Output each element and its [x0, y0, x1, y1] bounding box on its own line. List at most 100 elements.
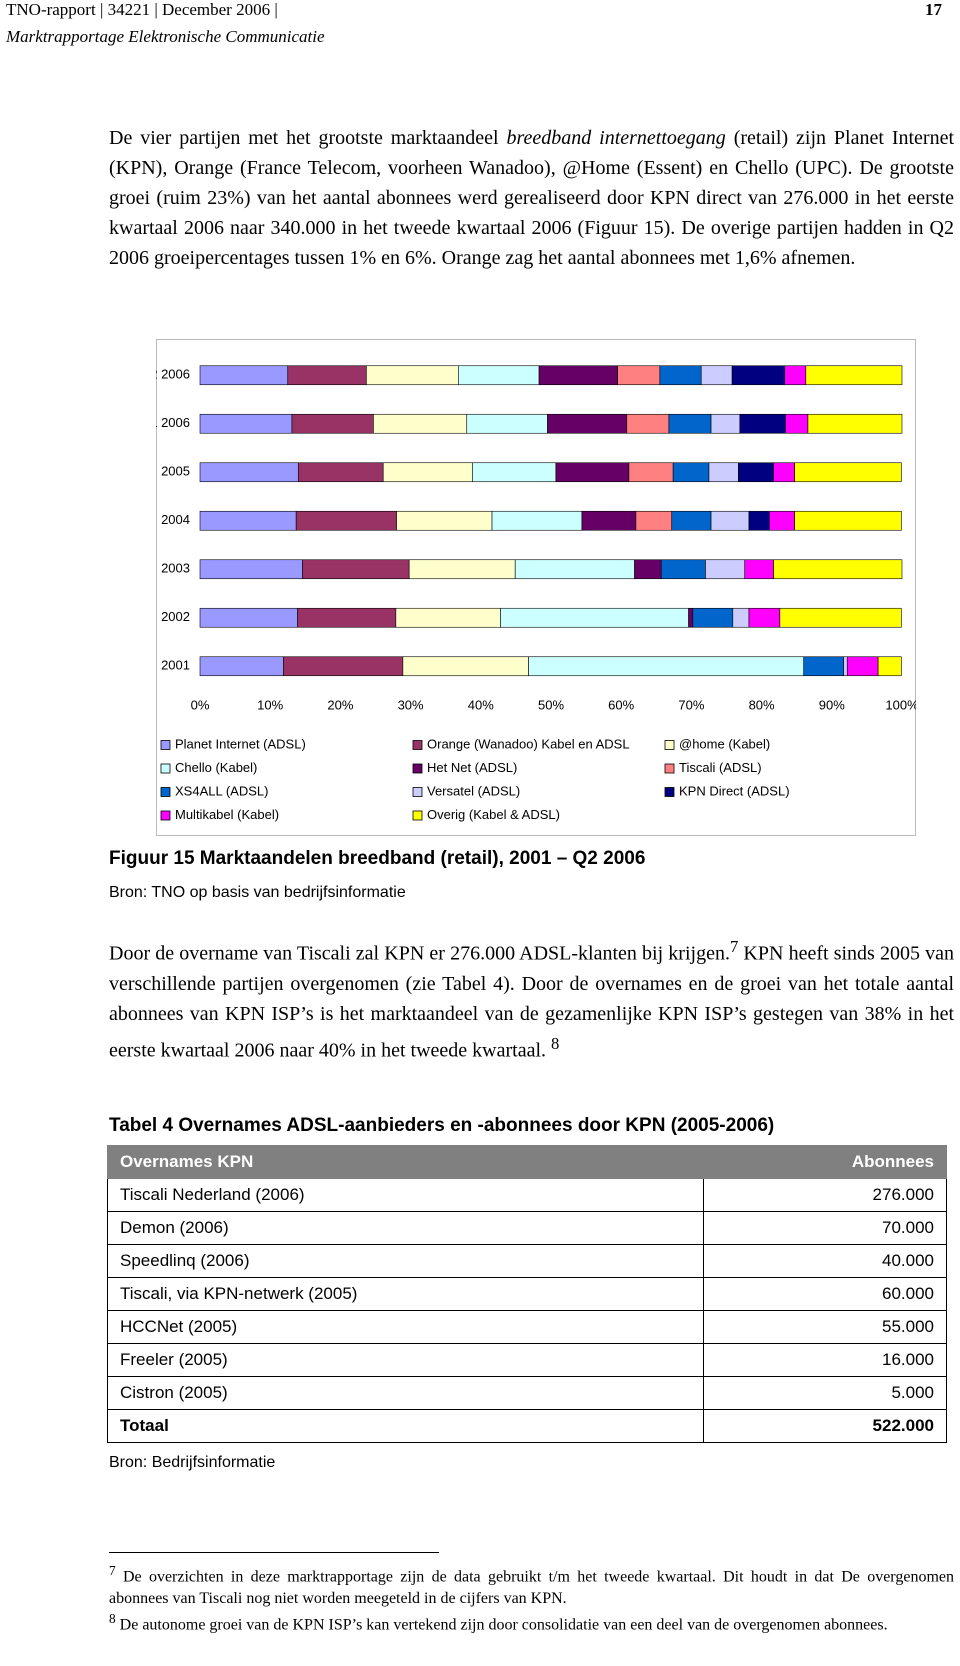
- footnote-rule: [109, 1552, 439, 1553]
- y-tick-label: 2005: [161, 464, 190, 479]
- bar-segment: [555, 462, 630, 483]
- bar-segment: [395, 607, 501, 628]
- bar-segment: [199, 510, 297, 531]
- legend-swatch: [412, 810, 423, 821]
- footnote-ref: 7: [729, 937, 739, 956]
- bar-segment: [700, 365, 733, 386]
- bar-segment: [199, 656, 284, 677]
- bar-segment: [291, 413, 374, 434]
- legend-label: Orange (Wanadoo) Kabel en ADSL: [427, 736, 630, 751]
- bar-segment: [295, 510, 397, 531]
- bar-segment: [671, 510, 712, 531]
- bar-segment: [688, 607, 694, 628]
- table-row: Speedlinq (2006) 40.000: [107, 1244, 948, 1278]
- legend-swatch: [664, 763, 675, 774]
- bar-segment: [402, 656, 529, 677]
- bar-segment: [491, 510, 583, 531]
- legend-label: KPN Direct (ADSL): [679, 783, 790, 798]
- figure-source: Bron: TNO op basis van bedrijfsinformati…: [109, 884, 406, 901]
- table-cell: 276.000: [702, 1178, 948, 1212]
- bar-segment: [732, 607, 750, 628]
- bar-segment: [784, 365, 807, 386]
- footnote-number: 7: [109, 1563, 116, 1578]
- bar-segment: [773, 462, 795, 483]
- bar-segment: [692, 607, 734, 628]
- bar-segment: [199, 559, 303, 580]
- text: (retail) zijn Planet Internet (KPN), Ora…: [109, 127, 955, 269]
- legend-label: Overig (Kabel & ADSL): [427, 807, 560, 822]
- legend-swatch: [160, 740, 171, 750]
- table-cell: Tiscali Nederland (2006): [107, 1178, 704, 1212]
- legend-swatch: [412, 740, 423, 750]
- bar-segment: [705, 559, 746, 580]
- chart-border: [156, 339, 916, 836]
- bar-segment: [748, 607, 781, 628]
- bar-segment: [472, 462, 557, 483]
- table-title: Tabel 4 Overnames ADSL-aanbieders en -ab…: [109, 1115, 775, 1136]
- y-tick-label: 2003: [161, 561, 190, 576]
- bar-segment: [528, 656, 805, 677]
- table-cell: HCCNet (2005): [107, 1310, 704, 1344]
- footnote-text: De overzichten in deze marktrapportage z…: [109, 1568, 954, 1608]
- column-header: Abonnees: [702, 1145, 948, 1179]
- bar-segment: [581, 510, 637, 531]
- table-row: Cistron (2005) 5.000: [107, 1376, 948, 1410]
- table-cell: 60.000: [702, 1277, 948, 1311]
- x-tick-label: 30%: [398, 697, 424, 712]
- figure-caption: Figuur 15 Marktaandelen breedband (retai…: [109, 848, 646, 869]
- bar-segment: [846, 656, 879, 677]
- chart: 0% 10% 20% 30% 40% 50% 60% 70% 80% 90% 100% Q2 2006…: [156, 339, 916, 836]
- x-tick-label: 0%: [191, 697, 210, 712]
- x-tick-label: 80%: [749, 697, 775, 712]
- bar-segment: [660, 559, 706, 580]
- bar-segment: [297, 607, 397, 628]
- bar-segment: [408, 559, 516, 580]
- y-tick-label: 2004: [161, 512, 190, 527]
- bar-segment: [635, 510, 673, 531]
- table-row: HCCNet (2005) 55.000: [107, 1310, 948, 1344]
- table-row: Freeler (2005) 16.000: [107, 1343, 948, 1377]
- bar-segment: [708, 462, 739, 483]
- footnote-ref: 8: [551, 1033, 560, 1053]
- bar-segment: [628, 462, 674, 483]
- bar-segment: [626, 413, 670, 434]
- table-row: Tiscali Nederland (2006) 276.000: [107, 1178, 948, 1212]
- legend-swatch: [412, 763, 423, 774]
- bar-segment: [382, 462, 473, 483]
- bar-segment: [668, 413, 712, 434]
- legend-swatch: [412, 787, 423, 797]
- legend-label: Planet Internet (ADSL): [175, 736, 306, 751]
- bar-segment: [731, 365, 786, 386]
- legend-swatch: [664, 787, 675, 797]
- bar-segment: [297, 462, 384, 483]
- bar-segment: [659, 365, 702, 386]
- paragraph: De vier partijen met het grootste markta…: [109, 123, 954, 273]
- bar-segment: [877, 656, 902, 677]
- legend-swatch: [664, 740, 675, 750]
- bar-segment: [538, 365, 618, 386]
- table-cell: Freeler (2005): [107, 1343, 704, 1377]
- bar-segment: [779, 607, 902, 628]
- bar-segment: [785, 413, 809, 434]
- bar-segment: [366, 365, 459, 386]
- bar-segment: [807, 413, 903, 434]
- table-cell: 522.000: [702, 1409, 948, 1443]
- bar-segment: [738, 462, 774, 483]
- table-cell: Tiscali, via KPN-netwerk (2005): [107, 1277, 704, 1311]
- legend-label: Het Net (ADSL): [427, 760, 517, 775]
- y-tick-label: 2001: [161, 658, 190, 673]
- text: KPN heeft sinds 2005 van verschillende p…: [109, 942, 954, 1062]
- bar-segment: [302, 559, 410, 580]
- y-tick-label: Q2 2006: [156, 367, 190, 382]
- table-cell: 16.000: [702, 1343, 948, 1377]
- footnote: 8 De autonome groei van de KPN ISP’s kan…: [109, 1608, 954, 1636]
- bar-segment: [744, 559, 774, 580]
- bar-segment: [514, 559, 635, 580]
- x-tick-label: 10%: [257, 697, 283, 712]
- text-italic: breedband internettoegang: [506, 127, 726, 149]
- bar-segment: [794, 510, 902, 531]
- bar-segment: [672, 462, 710, 483]
- bar-segment: [710, 510, 750, 531]
- y-tick-label: Q1 2006: [156, 415, 190, 430]
